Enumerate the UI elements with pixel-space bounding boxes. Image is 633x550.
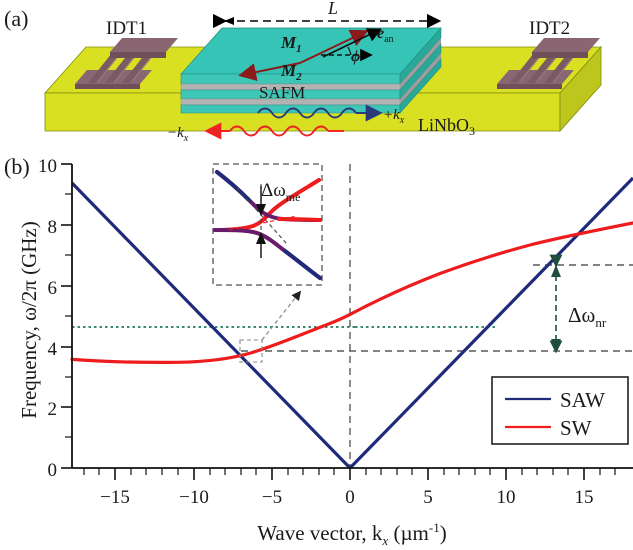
idt2-label: IDT2 (529, 18, 570, 39)
length-dimension: L (212, 0, 442, 29)
phi-label: ϕ (351, 48, 360, 65)
x-tick-label: 15 (575, 487, 594, 508)
x-tick-label: −15 (100, 487, 130, 508)
y-axis-title: Frequency, ω/2π (GHz) (17, 221, 41, 418)
chart-legend[interactable]: SAW SW (491, 376, 629, 445)
m2-label: M2 (280, 61, 302, 83)
x-tick-label: 0 (345, 487, 355, 508)
y-tick-label: 10 (38, 156, 57, 177)
inset-canvas (213, 170, 322, 280)
legend-label-saw: SAW (560, 388, 605, 412)
inset-anticrossing: Δωme (212, 163, 323, 286)
m1-label: M1 (280, 33, 302, 55)
easy-axis-label: ean (377, 25, 394, 45)
legend-box (491, 376, 629, 445)
idt2-bus-bar-upper (532, 38, 600, 52)
length-arrow-right-head (428, 17, 438, 25)
k-minus-label: −kx (167, 125, 189, 144)
x-tick-label: −5 (262, 487, 282, 508)
saw-wave-arrows: +kx −kx (167, 104, 405, 144)
inset-uncoupled-sw-dashed (228, 215, 298, 231)
m2-vector-arrow (238, 62, 301, 81)
idt2-group[interactable]: IDT2 (497, 18, 600, 89)
inset-saw-lower-tail (283, 249, 322, 280)
idt1-bus-bar-upper (110, 38, 178, 52)
y-tick-label: 2 (48, 399, 58, 420)
y-axis-ticks: 10 8 6 4 2 0 (38, 156, 72, 481)
x-tick-label: 10 (497, 487, 516, 508)
panel-b-chart: (b) (4, 154, 633, 548)
delta-nr-label: Δωnr (568, 303, 607, 330)
inset-hybrid-branch-upper-red-tail (277, 217, 322, 222)
y-tick-label: 4 (48, 339, 58, 360)
idt1-bus-bar-lower-front (75, 84, 140, 89)
zoom-callout-line (261, 290, 302, 341)
idt1-group[interactable]: IDT1 (75, 18, 178, 89)
y-tick-label: 6 (48, 278, 58, 299)
series-saw-positive-branch (348, 176, 633, 470)
m1-vector-arrow (299, 29, 369, 64)
length-label: L (327, 0, 338, 18)
x-ticks-minor (83, 468, 616, 475)
panel-b-label: (b) (4, 154, 30, 179)
delta-nr-arrow-head-up (551, 265, 561, 277)
delta-omega-nr-annotation: Δωnr (549, 254, 607, 354)
safm-stack[interactable]: SAFM (180, 27, 442, 114)
inset-gap-arrow-head-up (256, 232, 266, 244)
safm-right-face-spacer-2 (400, 53, 441, 105)
x-tick-label: −10 (179, 487, 209, 508)
x-axis-title: Wave vector, kx (µm-1) (257, 520, 446, 548)
legend-label-sw: SW (560, 416, 592, 440)
wave-backward-squiggle (229, 125, 329, 137)
inset-gap-arrow-head-down (256, 204, 266, 216)
series-sw-dispersion (70, 221, 633, 365)
idt2-bus-bar-upper-front (532, 52, 588, 58)
safm-top-face (180, 27, 442, 75)
plot-area: Δωnr (70, 163, 633, 470)
safm-right-face-3 (399, 58, 442, 114)
phi-angle-arc (347, 46, 352, 56)
wave-forward-squiggle (257, 107, 357, 119)
safm-label: SAFM (259, 83, 305, 102)
x-tick-label: 5 (423, 487, 433, 508)
magnetization-vectors: M1 M2 ean ϕ (238, 25, 394, 83)
idt2-bus-bar-lower-front (497, 84, 562, 89)
idt1-label: IDT1 (106, 18, 147, 39)
series-saw-negative-branch (70, 181, 352, 470)
chart-axes: 10 8 6 4 2 0 (17, 156, 633, 548)
safm-right-face-spacer (400, 38, 441, 90)
y-tick-label: 0 (48, 460, 58, 481)
y-tick-label: 8 (48, 217, 58, 238)
delta-nr-arrow-head-down (551, 339, 561, 351)
panel-a-schematic: (a) (4, 0, 602, 144)
inset-uncoupled-saw-dashed (236, 187, 288, 245)
substrate-right-face (559, 45, 602, 133)
zoom-region-marker (239, 290, 302, 363)
panel-a-label: (a) (4, 6, 28, 31)
k-plus-label: +kx (383, 107, 405, 126)
idt1-bus-bar-upper-front (110, 52, 166, 58)
delta-me-label: Δωme (261, 180, 300, 204)
substrate-label: LiNbO3 (418, 115, 475, 138)
length-arrow-left-head (224, 17, 234, 25)
easy-axis-arrow (322, 28, 382, 58)
zoom-region-box (239, 339, 263, 363)
inset-saw-upper-head (215, 170, 251, 202)
x-axis-ticks: −15 −10 −5 0 5 10 15 (83, 468, 616, 508)
